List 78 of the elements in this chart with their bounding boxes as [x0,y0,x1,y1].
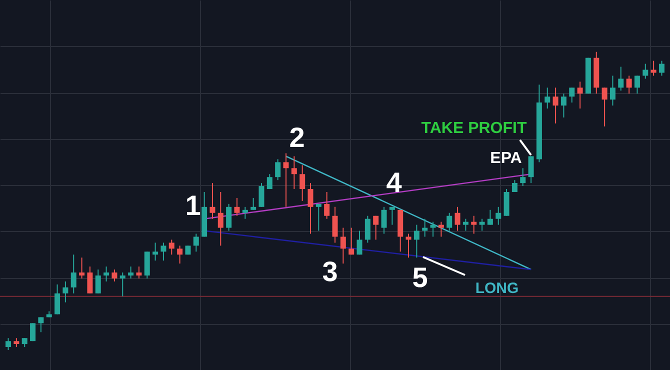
candlestick [610,75,616,106]
annotation: 3 [322,256,338,287]
candlestick [87,266,93,294]
candlestick [430,221,436,238]
candlestick [218,192,224,246]
candlestick [422,218,428,238]
candlestick [226,203,232,232]
annotation: LONG [475,280,519,297]
candlestick [454,206,460,232]
candlestick [168,239,174,256]
candlestick [332,206,338,244]
candlestick [104,266,110,282]
annotation: 4 [386,167,402,198]
candlestick [487,209,493,226]
annotation: 1 [185,190,201,221]
candlestick [308,182,314,234]
candlestick [560,93,566,118]
candlestick [316,203,322,232]
candlestick [54,284,60,315]
annotation: 2 [289,122,305,153]
candlestick [634,75,640,94]
candlestick [626,75,632,94]
candlestick [406,233,412,258]
candlestick [283,152,289,208]
candlestick [504,188,510,216]
candlestick [250,197,256,210]
candlestick [112,269,118,282]
candlestick [364,215,370,244]
candlestick [496,206,502,226]
candlestick [193,233,199,252]
candlestick [128,266,134,279]
candlestick [471,215,477,234]
candlestick [479,218,485,232]
candlestick [234,197,240,216]
candlestick [373,215,379,240]
candlestick [70,254,76,294]
candlestick [152,242,158,262]
candlestick [552,87,558,124]
annotation: 5 [412,262,428,293]
candlestick [266,174,272,190]
candlestick [544,87,550,110]
candlestick [300,164,306,202]
candlestick [658,60,664,76]
candlestick [340,227,346,264]
candlestick [258,182,264,208]
annotation: TAKE PROFIT [421,120,527,137]
candlestick [462,218,468,232]
candlestick [414,224,420,258]
candlestick [62,280,68,303]
candlestick [324,192,330,220]
candlestick [602,87,608,127]
candlestick [6,338,12,351]
candlestick [242,206,248,220]
candlestick [30,322,36,342]
candlestick [79,257,85,279]
candlestick [348,227,354,256]
candlestick [210,182,216,220]
candlestick [642,63,648,80]
candlestick [136,266,142,279]
candlestick [291,156,297,190]
candlestick [618,66,624,92]
candlestick [577,81,583,110]
candlestick [389,206,395,226]
candlestick [438,221,444,238]
candlestick [38,316,44,333]
candlestick [95,269,101,294]
candlestick [120,272,126,297]
candlestick [569,87,575,104]
candlestick [177,245,183,264]
candlestick [356,230,362,256]
candlestick [528,156,534,184]
candlestick [446,212,452,232]
candlestick [275,158,281,181]
annotation: EPA [490,150,522,167]
candlestick [520,168,526,187]
candlestick [160,242,166,262]
candlestick [144,251,150,279]
candlestick [381,206,387,234]
